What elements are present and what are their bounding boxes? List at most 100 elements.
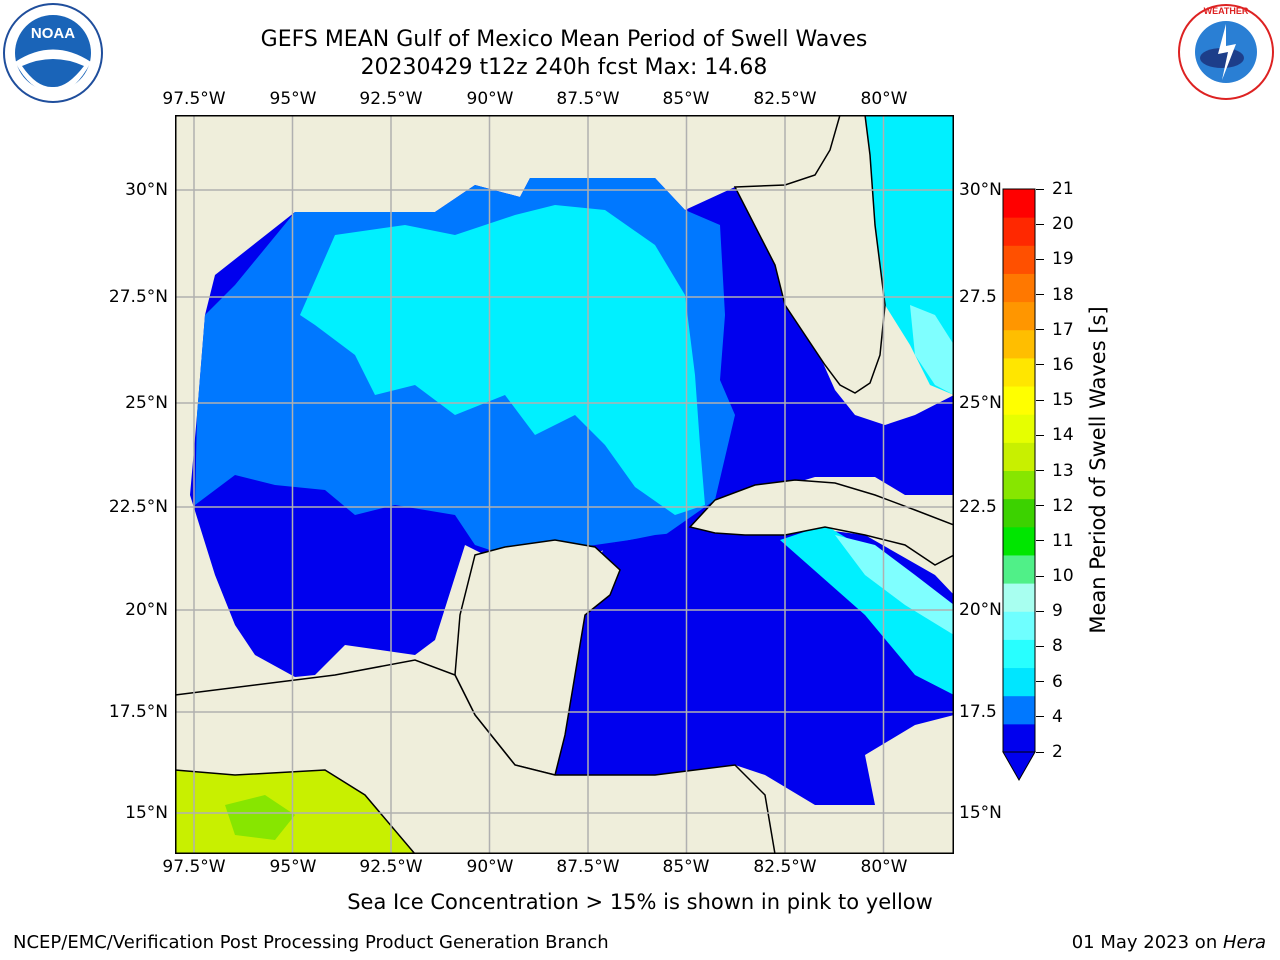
colorbar-band xyxy=(1003,442,1035,471)
lon-label-top: 95°W xyxy=(269,89,317,109)
map-frame xyxy=(175,115,954,854)
colorbar-band xyxy=(1003,386,1035,415)
gulf-ocean-cyan xyxy=(300,205,705,515)
colorbar-tick xyxy=(1036,645,1044,647)
colorbar-tick-label: 18 xyxy=(1052,284,1074,305)
atlantic-lightcyan xyxy=(910,305,954,395)
colorbar-tick xyxy=(1036,258,1044,260)
lat-label-left: 22.5°N xyxy=(108,497,168,517)
colorbar-tick-label: 2 xyxy=(1052,742,1063,762)
nws-logo: WEATHER xyxy=(1178,4,1274,100)
lon-label-top: 82.5°W xyxy=(753,89,817,109)
colorbar-tick-label: 15 xyxy=(1052,390,1074,411)
colorbar-tick-label: 13 xyxy=(1052,460,1074,481)
lon-label-bottom: 82.5°W xyxy=(753,857,817,877)
lon-label-bottom: 97.5°W xyxy=(162,857,226,877)
lon-label-bottom: 85°W xyxy=(662,857,710,877)
lat-label-left: 17.5°N xyxy=(108,702,168,722)
colorbar-tick-label: 20 xyxy=(1052,214,1074,235)
lat-label-left: 25°N xyxy=(125,393,168,413)
florida-land xyxy=(733,115,886,394)
lon-label-bottom: 92.5°W xyxy=(359,857,423,877)
lon-label-top: 97.5°W xyxy=(162,89,226,109)
colorbar-band xyxy=(1003,695,1035,725)
colorbar-tick xyxy=(1036,399,1044,401)
colorbar-tick-label: 9 xyxy=(1052,601,1063,622)
colorbar-band xyxy=(1003,329,1035,359)
colorbar-tick-label: 10 xyxy=(1052,566,1074,587)
colorbar-tick xyxy=(1036,681,1044,683)
pacific-green-patch xyxy=(225,795,295,840)
lon-label-top: 80°W xyxy=(860,89,908,109)
lon-label-bottom: 90°W xyxy=(466,857,514,877)
chart-title: GEFS MEAN Gulf of Mexico Mean Period of … xyxy=(260,27,868,52)
map-gridlines xyxy=(175,115,954,854)
colorbar-tick xyxy=(1036,294,1044,296)
colorbar-band xyxy=(1003,245,1035,274)
lat-label-right: 22.5 xyxy=(959,497,997,517)
colorbar-tick-label: 4 xyxy=(1052,706,1063,727)
colorbar-band xyxy=(1003,583,1035,612)
colorbar-tick xyxy=(1036,188,1044,190)
lat-label-right: 27.5 xyxy=(959,287,997,307)
colorbar-tick-label: 11 xyxy=(1052,530,1074,551)
colorbar-band xyxy=(1003,301,1035,331)
colorbar-tick xyxy=(1036,470,1044,471)
colorbar-band xyxy=(1003,414,1035,443)
lat-label-left: 15°N xyxy=(125,803,168,823)
svg-text:WEATHER: WEATHER xyxy=(1204,6,1249,16)
lon-label-top: 90°W xyxy=(466,89,514,109)
chart-subtitle: 20230429 t12z 240h fcst Max: 14.68 xyxy=(360,55,768,80)
colorbar-band xyxy=(1003,554,1035,584)
svg-text:NOAA: NOAA xyxy=(31,25,75,42)
colorbar-extend-arrow xyxy=(1002,751,1036,782)
colorbar-band xyxy=(1003,273,1035,303)
colorbar-tick xyxy=(1036,505,1044,507)
lat-label-left: 20°N xyxy=(125,600,168,620)
colorbar-tick-label: 6 xyxy=(1052,671,1063,692)
colorbar-tick-label: 8 xyxy=(1052,636,1063,657)
cuba-land xyxy=(688,479,954,566)
colorbar-band xyxy=(1003,639,1035,669)
colorbar-tick-label: 14 xyxy=(1052,425,1074,446)
colorbar-band xyxy=(1003,723,1035,753)
sea-ice-note: Sea Ice Concentration > 15% is shown in … xyxy=(347,890,933,914)
lat-label-right: 30°N xyxy=(959,180,1002,200)
lat-label-right: 15°N xyxy=(959,803,1002,823)
colorbar-band xyxy=(1003,217,1035,246)
colorbar-tick xyxy=(1036,223,1044,225)
colorbar-band xyxy=(1003,470,1035,500)
colorbar-band xyxy=(1003,667,1035,697)
colorbar-tick xyxy=(1036,575,1044,577)
noaa-logo: NOAA xyxy=(3,3,103,103)
colorbar-tick xyxy=(1036,751,1044,753)
lat-label-left: 30°N xyxy=(125,180,168,200)
lat-label-left: 27.5°N xyxy=(108,287,168,307)
footer-machine: Hera xyxy=(1222,932,1266,953)
footer-date: 01 May 2023 on Hera xyxy=(1072,932,1266,953)
colorbar-band xyxy=(1003,189,1035,218)
colorbar-tick-label: 12 xyxy=(1052,495,1074,516)
colorbar-band xyxy=(1003,357,1035,387)
colorbar xyxy=(1002,188,1036,782)
colorbar-tick xyxy=(1036,329,1044,331)
colorbar-tick-label: 19 xyxy=(1052,249,1074,270)
colorbar-tick xyxy=(1036,610,1044,612)
lon-label-bottom: 87.5°W xyxy=(556,857,620,877)
colorbar-band xyxy=(1003,498,1035,528)
colorbar-band xyxy=(1003,611,1035,640)
lat-label-right: 20°N xyxy=(959,600,1002,620)
lon-label-bottom: 80°W xyxy=(860,857,908,877)
footer-date-text: 01 May 2023 on xyxy=(1071,932,1223,953)
colorbar-tick xyxy=(1036,716,1044,718)
lon-label-bottom: 95°W xyxy=(269,857,317,877)
colorbar-tick-label: 16 xyxy=(1052,354,1074,375)
lat-label-right: 25°N xyxy=(959,393,1002,413)
lon-label-top: 92.5°W xyxy=(359,89,423,109)
colorbar-label: Mean Period of Swell Waves [s] xyxy=(1086,306,1110,634)
colorbar-tick-label: 21 xyxy=(1052,179,1074,199)
colorbar-tick-label: 17 xyxy=(1052,319,1074,340)
lon-label-top: 85°W xyxy=(662,89,710,109)
map-panel xyxy=(175,115,954,854)
lon-label-top: 87.5°W xyxy=(556,89,620,109)
